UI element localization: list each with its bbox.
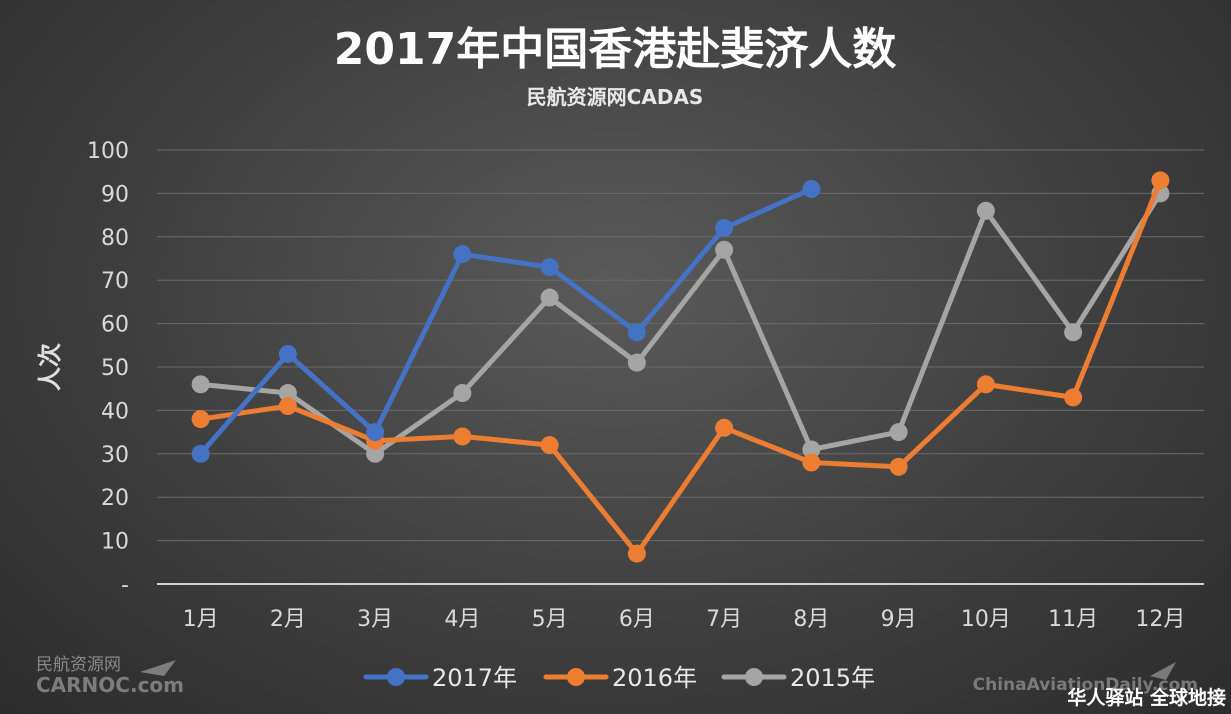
series-2017年: [191, 180, 821, 463]
legend-label: 2017年: [432, 664, 517, 692]
x-tick-labels: 1月 2月 3月 4月 5月 6月 7月 8月 9月 10月 11月 12月: [183, 607, 1186, 632]
data-point: [191, 444, 210, 463]
y-axis-title: 人次: [36, 343, 64, 391]
x-tick-label: 8月: [793, 607, 829, 632]
series-line: [198, 190, 1163, 457]
y-tick-label: 10: [101, 530, 129, 555]
chinaaviationdaily-watermark: ChinaAviationDaily.com 华人驿站 全球地接: [973, 662, 1226, 709]
series-2015年: [191, 184, 1170, 463]
data-point: [715, 219, 734, 238]
data-point: [802, 440, 821, 459]
data-point: [889, 423, 908, 442]
legend-marker: [567, 668, 585, 686]
chart-subtitle: 民航资源网CADAS: [527, 85, 704, 109]
data-point: [278, 384, 297, 403]
watermark-right-cn: 华人驿站 全球地接: [1067, 686, 1226, 709]
y-tick-label: 30: [101, 443, 129, 468]
data-point: [540, 288, 559, 307]
data-point: [366, 423, 385, 442]
data-point: [278, 397, 297, 416]
data-point: [366, 444, 385, 463]
x-tick-label: 9月: [881, 607, 917, 632]
data-point: [1064, 323, 1083, 342]
carnoc-watermark: 民航资源网 CARNOC.com: [36, 655, 184, 697]
data-point: [540, 436, 559, 455]
data-point: [1064, 388, 1083, 407]
x-tick-label: 1月: [183, 607, 219, 632]
y-tick-label: 80: [101, 226, 129, 251]
series-2016年: [191, 171, 1170, 563]
watermark-right-en: ChinaAviationDaily.com: [973, 675, 1198, 695]
y-tick-label: 100: [87, 139, 129, 164]
x-tick-label: 5月: [532, 607, 568, 632]
legend: 2017年 2016年 2015年: [363, 664, 875, 692]
legend-marker: [387, 668, 405, 686]
watermark-left-cn: 民航资源网: [36, 655, 121, 675]
y-tick-labels: - 10 20 30 40 50 60 70 80 90 100: [87, 139, 129, 598]
y-tick-label: 70: [101, 269, 129, 294]
chart-title: 2017年中国香港赴斐济人数: [334, 24, 896, 75]
data-point: [191, 410, 210, 429]
grid-layer: [157, 149, 1204, 585]
data-point: [453, 427, 472, 446]
y-tick-label: 20: [101, 486, 129, 511]
legend-item: 2016年: [543, 664, 697, 692]
plane-icon: [140, 660, 176, 676]
legend-marker: [745, 668, 763, 686]
data-point: [453, 384, 472, 403]
plane-icon: [1150, 662, 1176, 680]
data-point: [540, 258, 559, 277]
x-tick-label: 10月: [961, 607, 1011, 632]
x-tick-label: 6月: [619, 607, 655, 632]
legend-label: 2015年: [790, 664, 875, 692]
data-point: [889, 457, 908, 476]
data-point: [627, 353, 646, 372]
x-tick-label: 2月: [270, 607, 306, 632]
data-point: [976, 201, 995, 220]
y-tick-label: 40: [101, 399, 129, 424]
x-tick-label: 7月: [706, 607, 742, 632]
legend-item: 2015年: [721, 664, 875, 692]
series-line: [198, 177, 1163, 557]
y-tick-label: 50: [101, 356, 129, 381]
x-tick-label: 4月: [444, 607, 480, 632]
data-point: [627, 323, 646, 342]
legend-item: 2017年: [363, 664, 517, 692]
y-tick-label: 90: [101, 182, 129, 207]
data-point: [191, 375, 210, 394]
x-tick-label: 11月: [1048, 607, 1098, 632]
data-point: [627, 544, 646, 563]
x-tick-label: 12月: [1135, 607, 1185, 632]
x-tick-label: 3月: [357, 607, 393, 632]
data-point: [1151, 171, 1170, 190]
watermark-left-en: CARNOC.com: [36, 673, 184, 697]
series-layer: [191, 171, 1170, 563]
data-point: [278, 344, 297, 363]
data-point: [715, 240, 734, 259]
y-tick-label: 60: [101, 313, 129, 338]
series-line: [198, 186, 814, 457]
legend-label: 2016年: [612, 664, 697, 692]
data-point: [802, 453, 821, 472]
y-tick-label: -: [121, 573, 129, 598]
data-point: [453, 245, 472, 264]
data-point: [802, 180, 821, 199]
data-point: [715, 418, 734, 437]
data-point: [976, 375, 995, 394]
